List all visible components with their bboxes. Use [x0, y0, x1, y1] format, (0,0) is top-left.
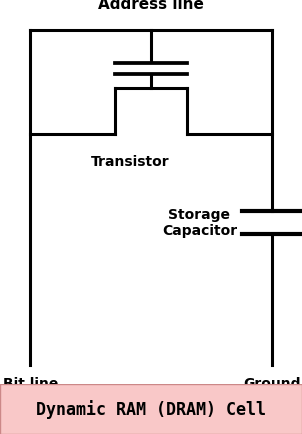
Text: Ground: Ground: [243, 376, 300, 390]
Text: Address line: Address line: [98, 0, 204, 12]
Text: Bit line: Bit line: [2, 376, 58, 390]
Text: Storage
Capacitor: Storage Capacitor: [162, 208, 237, 238]
Text: Transistor: Transistor: [91, 155, 169, 168]
Text: Dynamic RAM (DRAM) Cell: Dynamic RAM (DRAM) Cell: [36, 400, 266, 418]
FancyBboxPatch shape: [0, 384, 302, 434]
